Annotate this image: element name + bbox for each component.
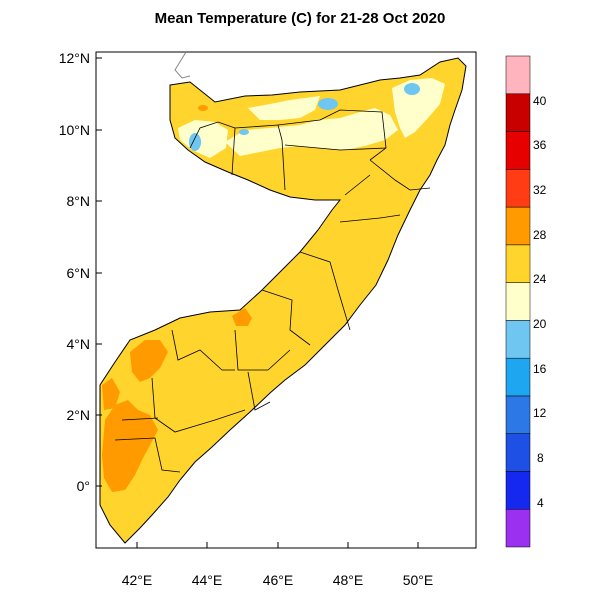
cool-region-coast: [248, 96, 320, 120]
cold-spot: [239, 129, 249, 135]
cold-spot: [404, 83, 420, 95]
colorbar-swatch: [505, 282, 531, 321]
colorbar-label: 24: [533, 272, 547, 286]
country-fill: [99, 57, 467, 544]
colorbar-swatch: [505, 508, 531, 548]
colorbar-label: 20: [533, 317, 547, 331]
hot-region-south: [102, 400, 158, 492]
colorbar-label: 16: [533, 362, 547, 376]
colorbar-swatch: [505, 93, 531, 132]
axis-ticks: [96, 57, 419, 548]
colorbar-swatch: [505, 433, 531, 472]
colorbar-swatch: [505, 55, 531, 95]
plot-frame: [95, 51, 477, 549]
neighbor-border: [174, 51, 191, 79]
hot-spot-small: [198, 105, 208, 111]
hot-region-central: [130, 340, 168, 382]
map-title: Mean Temperature (C) for 21-28 Oct 2020: [154, 10, 446, 27]
colorbar-swatch: [505, 169, 531, 208]
colorbar-label: 8: [537, 451, 544, 465]
colorbar-label: 28: [533, 228, 547, 242]
colorbar-label: 4: [537, 496, 544, 510]
colorbar-label: 32: [533, 183, 547, 197]
cold-spot: [318, 98, 338, 110]
cool-region-west: [178, 120, 228, 158]
hot-region-southwest: [102, 378, 120, 410]
colorbar-swatch: [505, 131, 531, 170]
lon-label: 50°E: [402, 572, 434, 588]
colorbar-swatch: [505, 244, 531, 283]
lat-label: 0°: [76, 478, 90, 494]
cold-spot: [189, 133, 201, 151]
lon-label: 42°E: [121, 572, 153, 588]
colorbar-label: 36: [533, 138, 547, 152]
lat-label: 10°N: [58, 122, 90, 138]
colorbar-swatch: [505, 320, 531, 359]
colorbar-label: 12: [533, 406, 547, 420]
lon-label: 46°E: [262, 572, 294, 588]
lat-label: 6°N: [66, 265, 91, 281]
lat-label: 2°N: [66, 407, 91, 423]
colorbar-swatch: [505, 357, 531, 397]
colorbar-swatch: [505, 471, 531, 510]
cool-region-northeast: [392, 78, 445, 138]
colorbar-swatch: [505, 206, 531, 246]
hot-spot-small: [232, 308, 252, 326]
colorbar: [505, 55, 531, 548]
lat-label: 12°N: [58, 50, 90, 66]
lon-label: 48°E: [332, 572, 364, 588]
cool-region-north: [225, 108, 398, 156]
lon-label: 44°E: [191, 572, 223, 588]
colorbar-swatch: [505, 395, 531, 434]
region-borders: [114, 109, 431, 473]
colorbar-label: 40: [533, 94, 547, 108]
lat-label: 4°N: [66, 336, 91, 352]
lat-label: 8°N: [66, 193, 91, 209]
